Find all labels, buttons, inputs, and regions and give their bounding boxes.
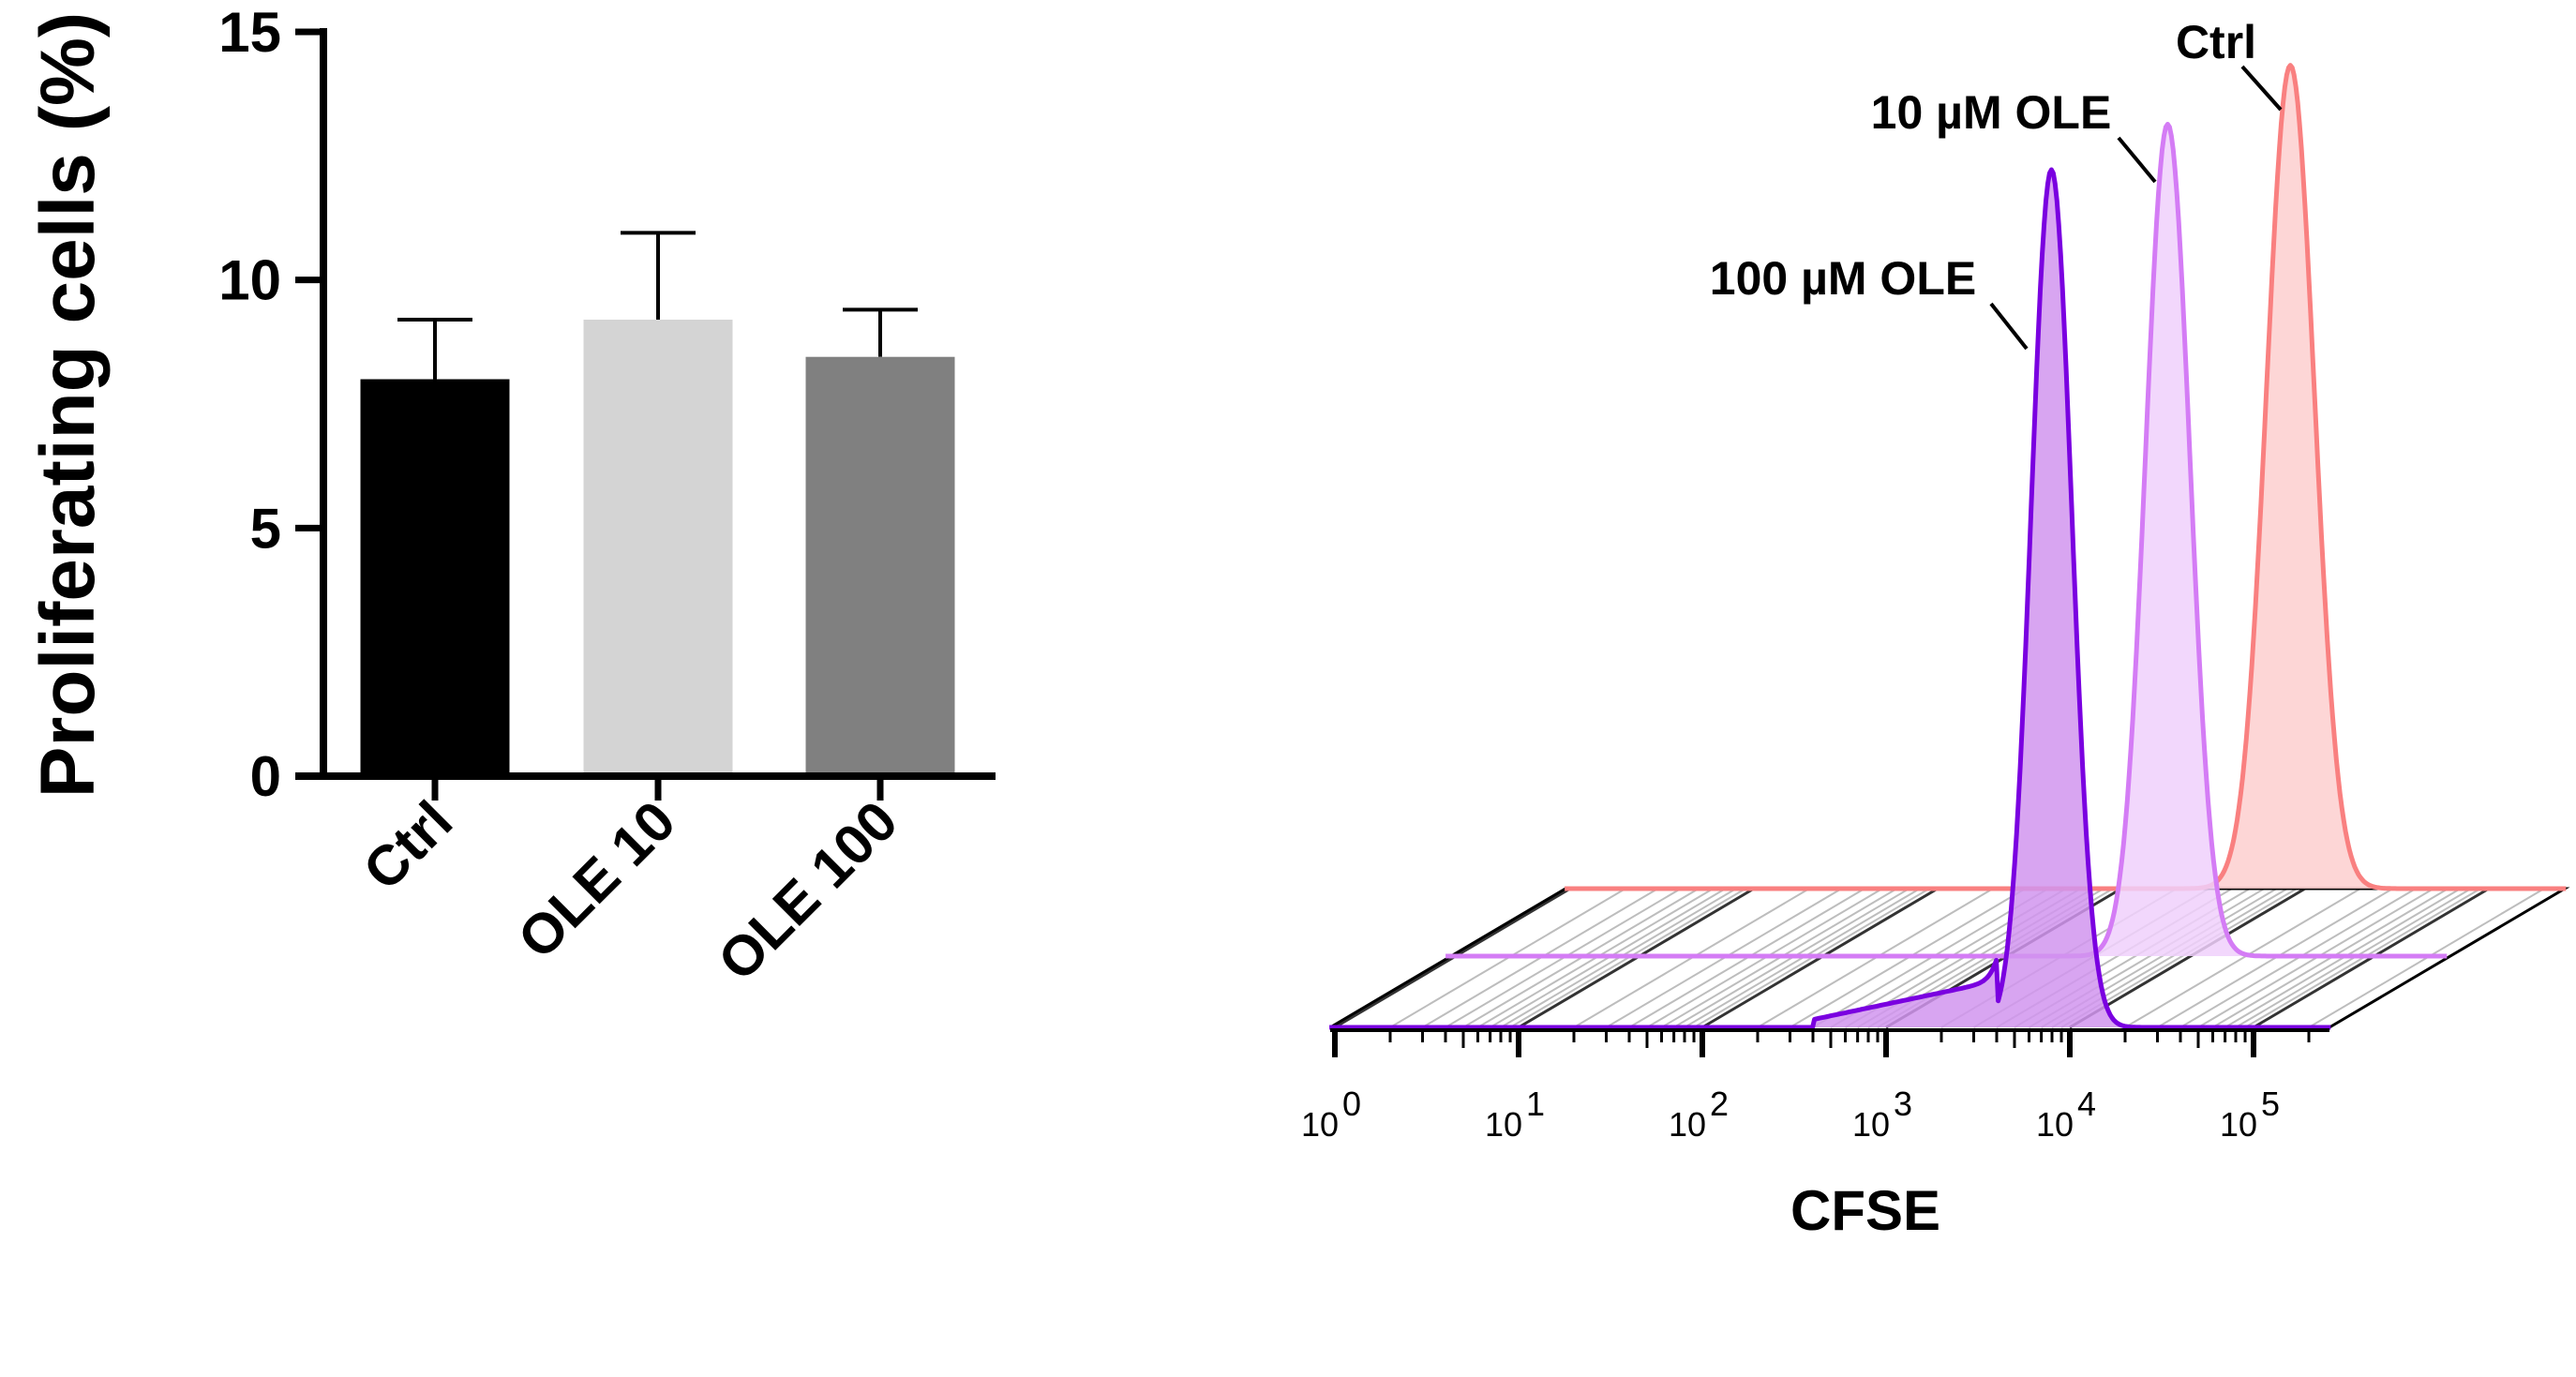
x-tick-label: OLE 100 [706,789,909,993]
histogram-fill-10-m-ole [1445,124,2448,956]
y-tick-label: 0 [250,745,281,808]
x-tick-label: 105 [2220,1085,2280,1144]
histogram-curves [1328,63,2567,1030]
x-axis-title: CFSE [1790,1179,1940,1242]
histogram-fill-100-m-ole [1329,170,2331,1027]
bar-ole-100 [805,356,955,776]
bar-ctrl [360,379,510,776]
x-tick-label: 101 [1485,1085,1545,1144]
bar-chart: Proliferating cells (%) 0 5 10 15 Ctrl OLE 1… [25,1,996,993]
x-tick-label: 102 [1669,1085,1729,1144]
x-category-labels: Ctrl OLE 10 OLE 100 [352,789,909,993]
cfse-x-axis: 100 101 102 103 104 105 [1301,1028,2329,1144]
series-labels: Ctrl 10 µM OLE 100 µM OLE [1710,16,2283,351]
series-label: 100 µM OLE [1710,252,1976,305]
series-label-leader [2240,65,2283,112]
x-tick-label: 103 [1852,1085,1912,1144]
y-tick-label: 15 [218,1,281,64]
cfse-histogram: 100 101 102 103 104 105 Ctrl 10 µM OLE 100 µM O… [1301,16,2570,1242]
histogram-fill-ctrl [1565,65,2567,890]
histogram-line-100-m-ole [1328,167,2331,1030]
series-label-leader [2117,136,2157,184]
histogram-line-10-m-ole [1445,122,2448,959]
series-label-leader [1989,302,2029,351]
x-tick-label: 100 [1301,1085,1361,1144]
floor-grid-line [2124,888,2361,1028]
y-axis-title: Proliferating cells (%) [25,12,111,798]
x-tick-label: 104 [2036,1085,2096,1144]
series-label: 10 µM OLE [1871,86,2112,139]
x-tick-label: Ctrl [352,789,464,902]
series-label: Ctrl [2176,16,2256,68]
y-tick-label: 10 [218,249,281,312]
y-tick-label: 5 [250,497,281,560]
floor-grid-line [2069,887,2306,1029]
x-tick-label: OLE 10 [506,789,688,971]
bars [360,231,955,801]
bar-ole-10 [583,320,733,776]
y-ticks: 0 5 10 15 [218,1,323,808]
